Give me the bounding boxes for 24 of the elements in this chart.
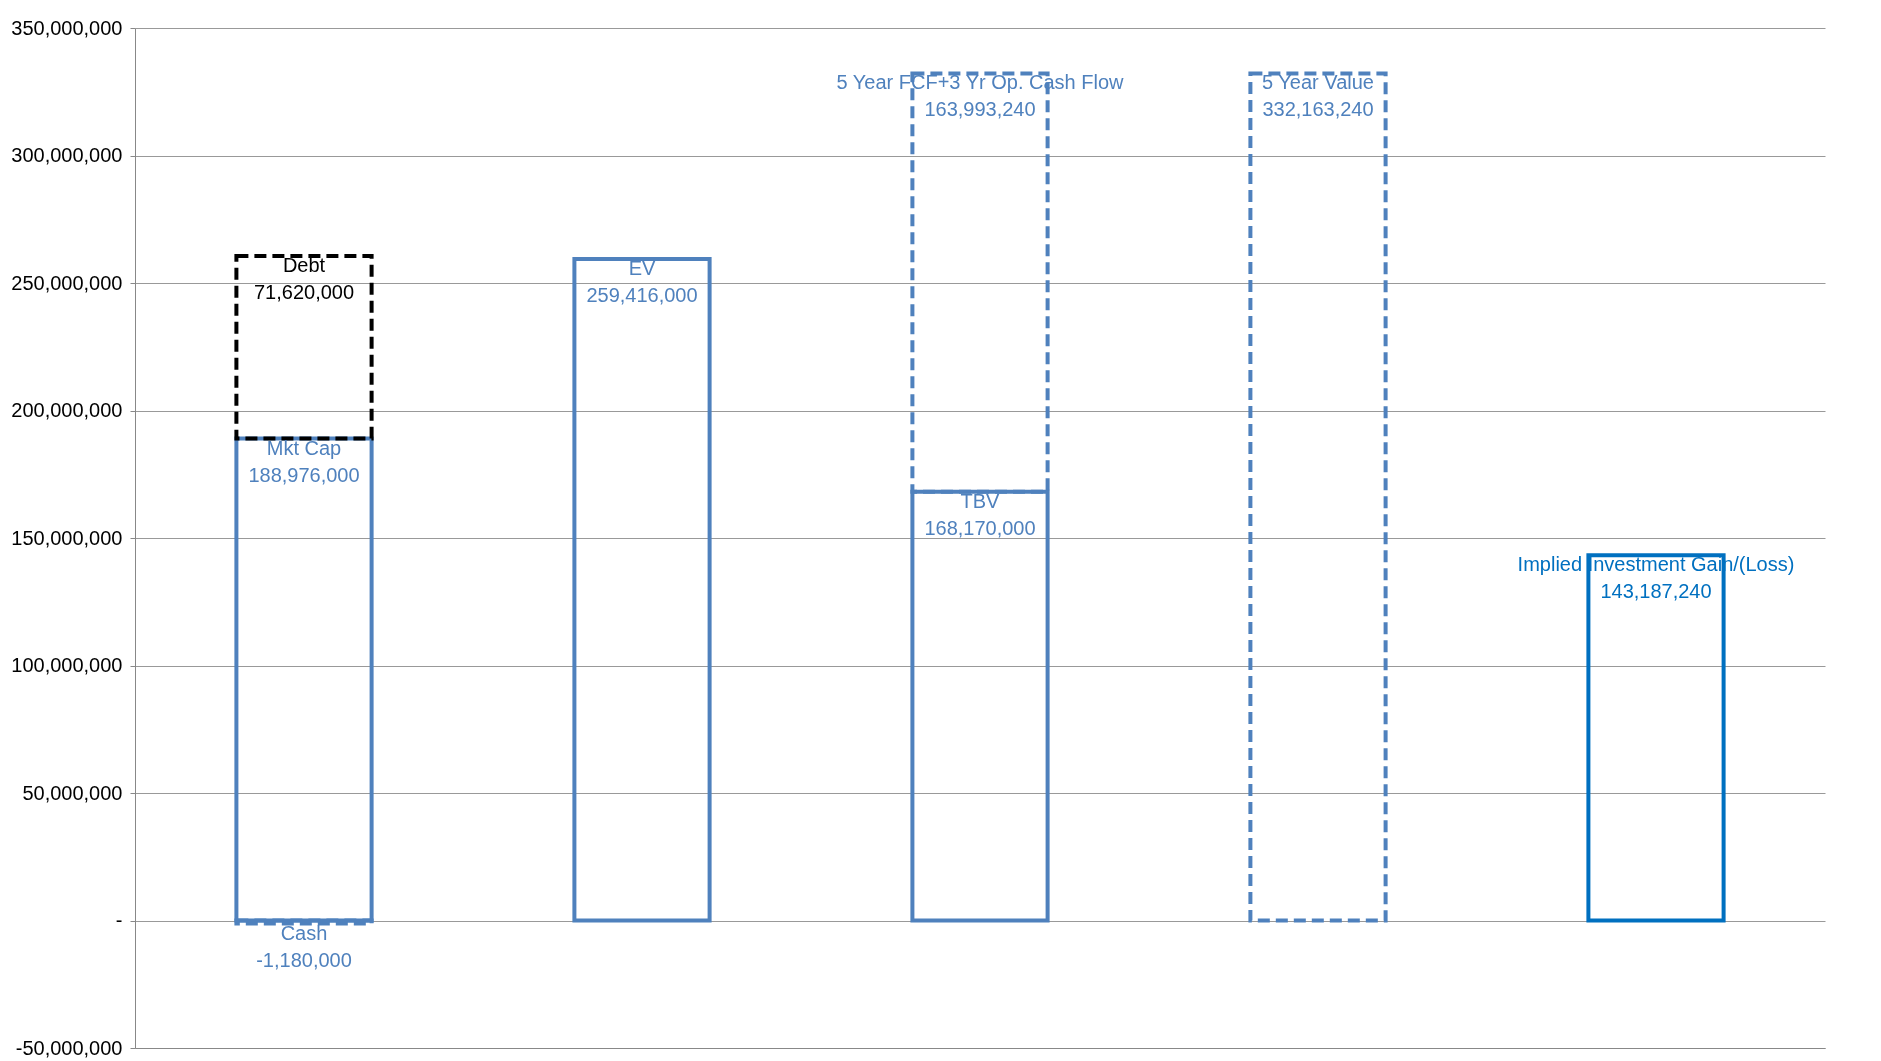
series-label: TBV: [960, 489, 1001, 512]
y-tick-label: 150,000,000: [11, 526, 123, 549]
y-tick-label: -: [115, 909, 123, 931]
y-tick-label: 250,000,000: [11, 271, 123, 294]
y-tick-label: 50,000,000: [22, 781, 123, 804]
series-label: 5 Year Value: [1262, 71, 1374, 94]
data-label: 168,170,000: [924, 516, 1036, 539]
y-tick-label: 350,000,000: [11, 16, 123, 39]
y-tick-label: 200,000,000: [11, 399, 123, 421]
data-label: 163,993,240: [924, 98, 1036, 121]
y-tick-label: 300,000,000: [11, 144, 123, 166]
data-label: 188,976,000: [248, 463, 360, 486]
data-label: 332,163,240: [1262, 98, 1374, 121]
series-label: EV: [628, 256, 656, 279]
data-label: 71,620,000: [253, 280, 355, 303]
series-label: Mkt Cap: [266, 436, 342, 459]
data-label: 259,416,000: [586, 283, 698, 306]
y-tick-label: 100,000,000: [11, 654, 123, 676]
series-label: 5 Year FCF+3 Yr Op. Cash Flow: [836, 71, 1125, 94]
y-tick-label: -50,000,000: [15, 1036, 123, 1059]
series-label: Cash: [280, 921, 328, 944]
series-label: Debt: [282, 253, 326, 276]
data-label: 143,187,240: [1600, 580, 1712, 603]
data-label: -1,180,000: [256, 948, 352, 971]
